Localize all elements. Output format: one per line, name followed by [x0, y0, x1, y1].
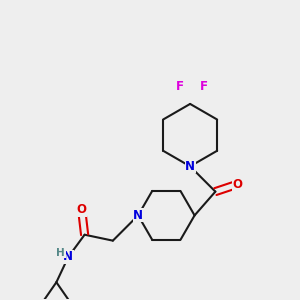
Text: N: N	[63, 250, 73, 263]
Text: F: F	[200, 80, 208, 93]
Text: N: N	[133, 209, 143, 222]
Text: H: H	[56, 248, 65, 257]
Text: N: N	[185, 160, 195, 173]
Text: O: O	[233, 178, 243, 191]
Text: F: F	[176, 80, 184, 93]
Text: O: O	[76, 203, 87, 216]
